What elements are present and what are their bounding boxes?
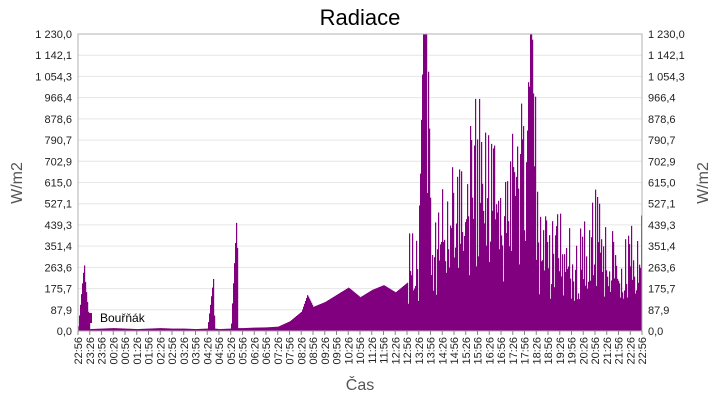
x-tick-label: 20:56 [590,337,602,365]
x-tick-label: 19:56 [567,337,579,365]
x-tick-label: 02:26 [155,337,167,365]
x-tick-label: 04:56 [214,337,226,365]
y-tick-label-right: 263,6 [648,262,676,274]
x-tick-label: 20:26 [578,337,590,365]
x-tick-label: 18:56 [543,337,555,365]
x-tick-label: 08:56 [308,337,320,365]
x-tick-label: 09:26 [320,337,332,365]
y-tick-label-right: 790,7 [648,135,676,147]
x-tick-label: 21:56 [614,337,626,365]
x-tick-label: 01:26 [132,337,144,365]
x-tick-label: 12:56 [402,337,414,365]
y-tick-label-left: 87,9 [51,305,72,317]
x-tick-label: 06:56 [261,337,273,365]
y-tick-label-right: 351,4 [648,241,676,253]
legend-label: Bouřňák [100,311,146,325]
data-bar [237,248,238,331]
x-tick-label: 16:26 [484,337,496,365]
y-tick-label-right: 966,4 [648,93,676,105]
x-tick-label: 00:26 [108,337,120,365]
x-tick-label: 03:26 [179,337,191,365]
x-tick-label: 07:26 [273,337,285,365]
x-axis: 22:56 23:26 23:56 00:26 00:56 01:26 01:56 02:26… [73,331,649,365]
x-tick-label: 04:26 [202,337,214,365]
y-axis-right: 0,0 87,9 175,7 263,6 351,4 439,3 527,1 615,0 702… [648,29,685,338]
y-tick-label-right: 878,6 [648,114,676,126]
y-tick-label-left: 1 230,0 [35,29,72,41]
x-tick-label: 15:56 [473,337,485,365]
x-tick-label: 03:56 [191,337,203,365]
y-tick-label-left: 878,6 [44,114,72,126]
y-tick-label-left: 702,9 [44,156,72,168]
x-tick-label: 16:56 [496,337,508,365]
x-tick-label: 10:26 [343,337,355,365]
y-tick-label-right: 615,0 [648,178,676,190]
x-tick-label: 18:26 [531,337,543,365]
y-tick-label-right: 0,0 [648,326,663,338]
x-tick-label: 08:26 [296,337,308,365]
y-tick-label-left: 1 142,1 [35,50,72,62]
x-tick-label: 11:26 [367,337,379,364]
y-tick-label-left: 966,4 [44,93,72,105]
x-tick-label: 06:26 [249,337,261,365]
legend: Bouřňák [82,311,146,325]
y-tick-label-left: 175,7 [44,284,72,296]
y-tick-label-right: 1 054,3 [648,71,685,83]
y-axis-label-left: W/m2 [9,162,26,204]
x-tick-label: 22:56 [637,337,649,365]
y-tick-label-left: 351,4 [44,241,72,253]
x-tick-label: 22:26 [625,337,637,365]
x-tick-label: 11:56 [379,337,391,364]
x-tick-label: 09:56 [332,337,344,365]
y-tick-label-left: 790,7 [44,135,72,147]
x-tick-label: 05:56 [238,337,250,365]
x-tick-label: 01:56 [144,337,156,365]
x-tick-label: 14:26 [437,337,449,365]
y-tick-label-right: 1 230,0 [648,29,685,41]
y-tick-label-right: 87,9 [648,305,669,317]
y-tick-label-left: 263,6 [44,262,72,274]
x-tick-label: 00:56 [120,337,132,365]
x-tick-label: 07:56 [285,337,297,365]
y-axis-label-right: W/m2 [695,162,712,204]
x-tick-label: 05:26 [226,337,238,365]
x-tick-label: 02:56 [167,337,179,365]
y-tick-label-left: 0,0 [57,326,72,338]
x-tick-label: 19:26 [555,337,567,365]
x-tick-label: 17:56 [520,337,532,365]
chart-title: Radiace [320,5,401,30]
x-axis-label: Čas [346,375,374,394]
x-tick-label: 15:26 [461,337,473,365]
x-tick-label: 23:56 [97,337,109,365]
y-tick-label-left: 439,3 [44,220,72,232]
y-tick-label-right: 702,9 [648,156,676,168]
x-tick-label: 10:56 [355,337,367,365]
y-tick-label-right: 527,1 [648,199,676,211]
y-axis-left: 0,0 87,9 175,7 263,6 351,4 439,3 527,1 615,0 702… [35,29,72,338]
x-tick-label: 12:26 [390,337,402,365]
y-tick-label-left: 527,1 [44,199,72,211]
x-tick-label: 13:26 [414,337,426,365]
y-tick-label-left: 615,0 [44,178,72,190]
x-tick-label: 23:26 [85,337,97,365]
x-tick-label: 22:56 [73,337,85,365]
y-tick-label-right: 439,3 [648,220,676,232]
legend-swatch [82,313,92,323]
y-tick-label-left: 1 054,3 [35,71,72,83]
x-tick-label: 13:56 [426,337,438,365]
x-tick-label: 14:56 [449,337,461,365]
y-tick-label-right: 1 142,1 [648,50,685,62]
x-tick-label: 17:26 [508,337,520,365]
x-tick-label: 21:26 [602,337,614,365]
y-tick-label-right: 175,7 [648,284,676,296]
